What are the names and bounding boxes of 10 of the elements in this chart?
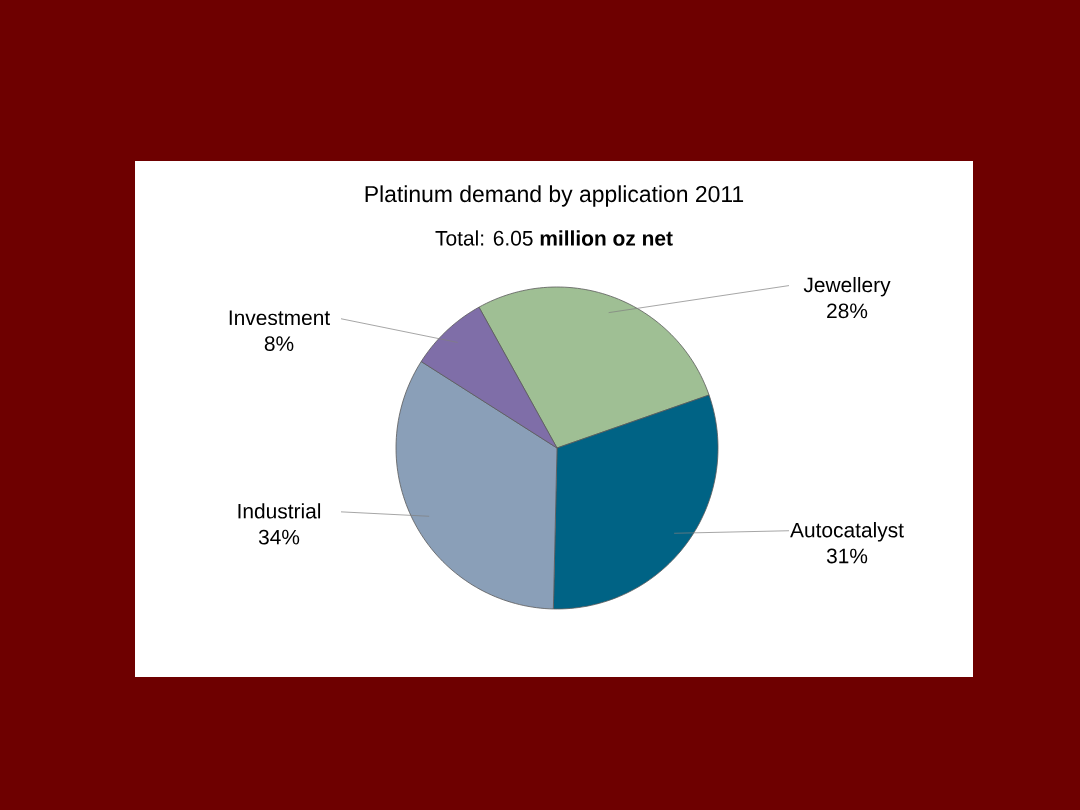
data-label: 34%: [258, 529, 300, 545]
data-label: 28%: [827, 303, 868, 319]
slice-label: Industrial: [238, 503, 321, 519]
data-label: 31%: [826, 548, 868, 564]
slice-label: Investment: [229, 310, 331, 326]
slice-label: Jewellery: [803, 276, 891, 297]
chart-title: Platinum demand by application 2011: [365, 185, 744, 207]
chart-subtitle: Total: 6.05 million oz net: [435, 230, 673, 246]
data-label: 8%: [264, 336, 294, 351]
slice-label: Autocatalyst: [790, 522, 904, 542]
